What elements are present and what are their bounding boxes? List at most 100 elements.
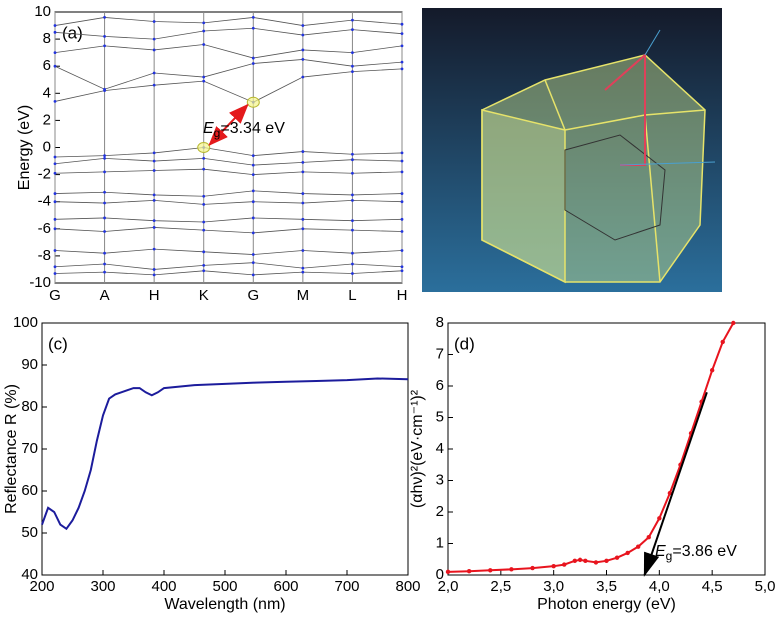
data-point — [636, 544, 641, 549]
x-tick-label: 300 — [90, 578, 115, 595]
data-point — [202, 79, 206, 83]
x-tick-label: 500 — [212, 578, 237, 595]
data-point — [301, 201, 305, 205]
data-point — [251, 163, 255, 167]
y-tick-label: 10 — [34, 3, 51, 20]
data-point — [152, 273, 156, 277]
y-tick-label: 0 — [43, 138, 51, 155]
x-tick-label: 2,5 — [490, 578, 511, 595]
data-point — [351, 171, 354, 175]
y-axis-title: Energy (eV) — [16, 105, 33, 190]
series-line — [54, 44, 403, 59]
data-point — [583, 558, 588, 564]
data-point — [103, 230, 106, 233]
x-tick-label: 700 — [334, 578, 359, 595]
x-tick-label: A — [100, 287, 110, 304]
annotation-subscript: g — [666, 549, 673, 563]
data-point — [202, 203, 206, 206]
panel-label: (c) — [48, 334, 68, 353]
data-point — [593, 560, 599, 565]
data-point — [731, 320, 736, 326]
data-point — [202, 29, 206, 33]
y-tick-label: 2 — [436, 503, 444, 520]
x-tick-label: 3,0 — [543, 578, 564, 595]
data-point — [646, 535, 651, 540]
data-point — [351, 272, 354, 275]
data-point — [103, 34, 106, 38]
y-tick-label: -6 — [38, 220, 51, 237]
series-line — [54, 59, 403, 90]
data-point — [400, 269, 404, 273]
annotation: Eg=3.34 eV — [203, 120, 285, 140]
data-point — [466, 569, 472, 574]
data-point — [488, 568, 493, 573]
y-tick-label: 40 — [21, 566, 38, 583]
data-point — [301, 48, 305, 52]
data-point — [400, 22, 404, 26]
data-point — [202, 75, 206, 79]
data-point — [251, 253, 255, 256]
data-point — [202, 263, 206, 267]
y-axis-title: Reflectance R (%) — [3, 384, 20, 514]
data-point — [445, 569, 451, 575]
data-point — [301, 192, 305, 195]
data-point — [351, 198, 354, 202]
data-point — [103, 270, 106, 274]
data-point — [351, 193, 354, 197]
data-point — [152, 198, 156, 202]
x-tick-label: 4,5 — [702, 578, 723, 595]
y-tick-label: -2 — [38, 166, 51, 183]
data-point — [709, 368, 715, 373]
data-point — [351, 51, 354, 55]
data-point — [400, 192, 404, 195]
data-point — [400, 265, 404, 269]
data-point — [202, 167, 206, 171]
data-point — [103, 262, 106, 266]
data-point — [152, 268, 156, 271]
data-point — [301, 75, 305, 79]
y-tick-label: 8 — [436, 314, 444, 331]
series-line — [447, 322, 735, 573]
data-point — [251, 62, 255, 65]
y-tick-label: 70 — [21, 440, 38, 457]
x-tick-label: 4,0 — [649, 578, 670, 595]
data-point — [351, 18, 354, 22]
y-tick-label: 90 — [21, 356, 38, 373]
gap-arrow — [208, 103, 249, 146]
y-tick-label: -4 — [38, 193, 51, 210]
data-point — [53, 24, 57, 27]
series-line — [54, 27, 403, 40]
series-line — [54, 168, 403, 176]
data-point — [301, 170, 305, 174]
data-point — [53, 265, 57, 269]
series-line — [54, 199, 403, 205]
data-point — [351, 219, 354, 223]
data-point — [301, 161, 305, 164]
data-point — [251, 154, 255, 158]
y-tick-label: 6 — [436, 377, 444, 394]
x-tick-label: 3,5 — [596, 578, 617, 595]
data-point — [301, 227, 305, 231]
data-point — [152, 159, 156, 163]
data-point — [351, 158, 354, 162]
y-tick-label: 2 — [43, 111, 51, 128]
data-point — [301, 33, 305, 37]
y-tick-label: 7 — [436, 345, 444, 362]
data-point — [301, 58, 305, 61]
data-point — [53, 217, 57, 221]
data-point — [152, 151, 156, 155]
data-point — [400, 170, 404, 174]
data-point — [351, 251, 354, 255]
x-tick-label: 2,0 — [438, 578, 459, 595]
data-point — [103, 154, 106, 158]
data-point — [400, 32, 404, 36]
data-point — [400, 60, 404, 64]
data-point — [577, 557, 583, 563]
data-point — [103, 16, 106, 19]
data-point — [202, 21, 206, 25]
x-axis-title: Wavelength (nm) — [164, 596, 285, 613]
data-point — [152, 247, 156, 251]
data-point — [251, 26, 255, 30]
x-tick-label: M — [297, 287, 310, 304]
